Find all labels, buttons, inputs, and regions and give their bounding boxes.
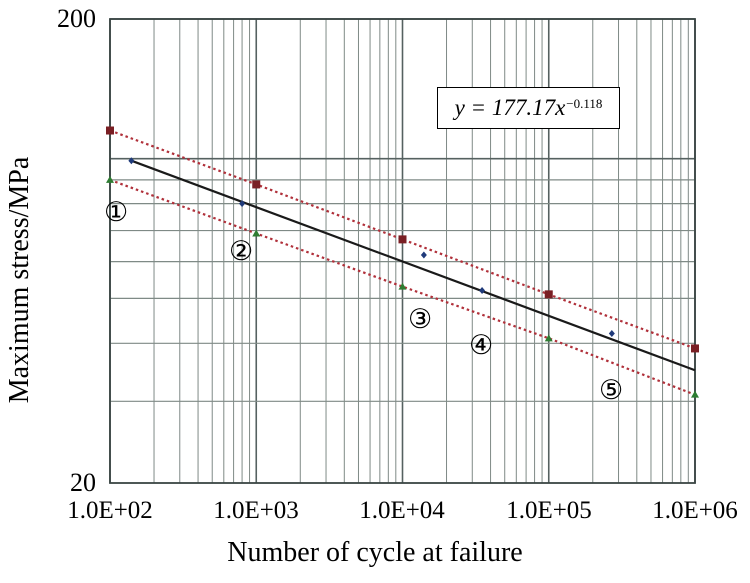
diamond-marker [239, 200, 246, 208]
y-tick-label-max: 200 [57, 4, 96, 33]
equation-lhs: y [454, 95, 465, 120]
diamond-marker [608, 329, 615, 337]
square-marker [252, 180, 261, 189]
data-markers [106, 126, 699, 398]
square-marker [106, 126, 114, 135]
triangle-marker [544, 334, 553, 342]
square-marker [544, 290, 553, 299]
square-marker [398, 235, 407, 244]
equation-var: x [555, 95, 566, 120]
annotation-2: ② [229, 236, 254, 266]
x-tick-label-1e6: 1.0E+06 [652, 497, 738, 524]
lower-bound-line [109, 178, 696, 396]
x-tick-label-1e3: 1.0E+03 [213, 497, 299, 524]
x-axis-title: Number of cycle at failure [227, 537, 523, 568]
equation-rhs: = 177.17 [470, 95, 556, 120]
plot-frame [109, 18, 696, 484]
triangle-marker [691, 390, 699, 398]
fit-line [130, 159, 696, 372]
x-tick-label-1e4: 1.0E+04 [359, 497, 445, 524]
triangle-marker [106, 175, 114, 183]
annotation-4: ④ [469, 330, 494, 360]
diamond-marker [479, 286, 486, 294]
x-tick-label-1e5: 1.0E+05 [506, 497, 592, 524]
annotation-5: ⑤ [599, 375, 624, 405]
triangle-marker [398, 282, 407, 290]
diamond-marker [128, 157, 135, 165]
triangle-marker [252, 229, 261, 237]
annotation-1: ① [104, 197, 129, 227]
y-tick-label-min: 20 [70, 468, 96, 497]
diamond-marker [420, 251, 427, 259]
plot-border [109, 18, 696, 484]
square-marker [691, 344, 699, 353]
x-tick-label-1e2: 1.0E+02 [67, 497, 153, 524]
power-fit-line [130, 159, 696, 372]
annotation-3: ③ [408, 304, 433, 334]
y-axis-title: Maximum stress/MPa [4, 156, 35, 404]
bound-lines [109, 129, 696, 396]
grid [109, 18, 696, 483]
equation-box: y = 177.17 x −0.118 [437, 87, 620, 129]
equation-exponent: −0.118 [566, 96, 603, 111]
